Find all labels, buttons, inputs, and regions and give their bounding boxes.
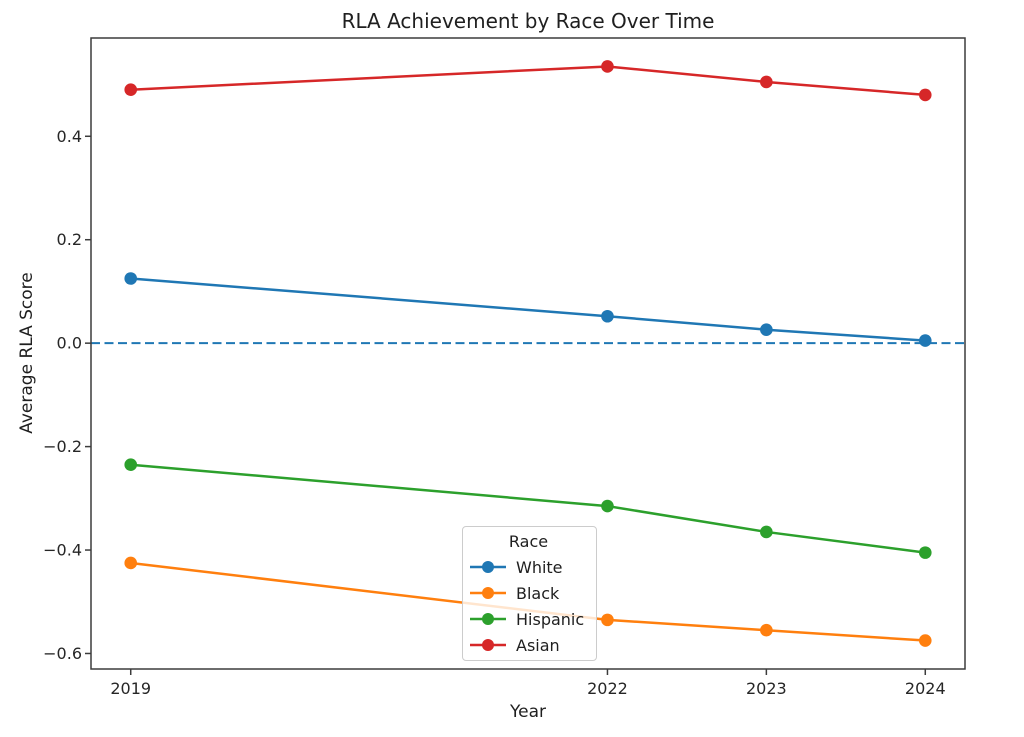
legend-label-white: White [516, 557, 563, 577]
series-line-asian [130, 65, 926, 97]
data-point-white [601, 309, 614, 323]
legend-label-hispanic: Hispanic [516, 609, 585, 629]
legend-marker-black [470, 587, 506, 599]
plot-border [90, 37, 966, 670]
legend-marker-asian [470, 639, 506, 651]
data-point-white [124, 272, 138, 285]
x-tick-label: 2019 [110, 679, 151, 698]
data-point-asian [601, 60, 614, 73]
legend: Race White Black Hispanic Asian [462, 526, 597, 661]
data-point-asian [760, 75, 773, 89]
data-point-hispanic [760, 525, 773, 539]
chart-title: RLA Achievement by Race Over Time [341, 9, 715, 33]
y-tick-label: −0.4 [43, 541, 82, 560]
legend-marker-hispanic [470, 613, 506, 625]
series-line-hispanic [130, 463, 926, 554]
data-point-hispanic [601, 499, 614, 513]
legend-entry-white: White [469, 554, 588, 580]
data-point-asian [124, 83, 138, 97]
y-tick-label: 0.4 [57, 127, 82, 146]
data-point-hispanic [124, 458, 138, 472]
y-tick-label: 0.2 [57, 230, 82, 249]
y-axis-label: Average RLA Score [17, 272, 37, 434]
legend-label-black: Black [516, 583, 560, 603]
x-tick-label: 2022 [587, 679, 628, 698]
y-tick-label: −0.6 [43, 644, 82, 663]
legend-label-asian: Asian [516, 635, 560, 655]
data-point-white [760, 323, 773, 337]
legend-title: Race [508, 532, 549, 551]
data-point-black [918, 634, 932, 647]
data-point-asian [918, 88, 932, 102]
x-axis-label: Year [510, 702, 546, 722]
data-point-black [760, 623, 773, 637]
data-point-white [918, 334, 932, 347]
legend-entry-asian: Asian [469, 632, 588, 658]
y-tick-label: −0.2 [43, 437, 82, 456]
series-line-white [130, 277, 926, 342]
data-point-hispanic [918, 546, 932, 559]
data-point-black [601, 613, 614, 627]
legend-marker-white [470, 561, 506, 573]
legend-entry-hispanic: Hispanic [469, 606, 588, 632]
x-tick-label: 2023 [746, 679, 787, 698]
data-point-black [124, 556, 138, 570]
series-line-black [130, 561, 926, 642]
y-tick-label: 0.0 [57, 334, 82, 353]
legend-entry-black: Black [469, 580, 588, 606]
x-tick-label: 2024 [905, 679, 946, 698]
legend-entries: White Black Hispanic Asian [469, 554, 588, 658]
